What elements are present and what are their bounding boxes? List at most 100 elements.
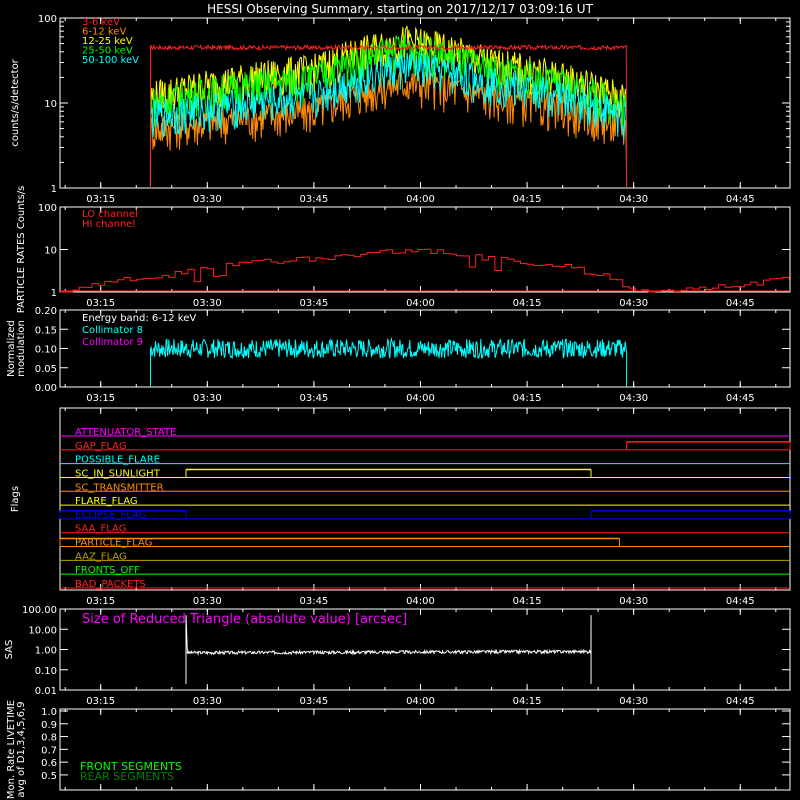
flag-label: POSSIBLE_FLARE	[75, 455, 160, 466]
flag-label: AAZ_FLAG	[75, 551, 127, 562]
sas-annotation: Size of Reduced Triangle (absolute value…	[82, 612, 407, 627]
flag-label: BAD_PACKETS	[75, 579, 146, 590]
y-tick-label: 1.0	[41, 707, 57, 718]
energy-band-label: Energy band: 6-12 keV	[82, 313, 196, 324]
x-tick-label: 04:00	[406, 194, 435, 205]
legend-entry: Collimator 9	[82, 337, 143, 348]
x-tick-label: 04:15	[513, 696, 542, 707]
x-tick-label: 03:15	[86, 194, 115, 205]
y-axis-label: Flags	[10, 486, 21, 512]
x-tick-label: 04:00	[406, 298, 435, 309]
y-tick-label: 100	[38, 203, 57, 214]
x-tick-label: 04:15	[513, 596, 542, 607]
y-tick-label: 1.00	[35, 646, 57, 657]
y-tick-label: 0.6	[41, 758, 57, 769]
y-tick-label: 10.00	[28, 625, 57, 636]
x-tick-label: 03:15	[86, 298, 115, 309]
x-tick-label: 03:15	[86, 596, 115, 607]
flag-label: SAA_FLAG	[75, 524, 126, 535]
y-axis-label-line: modulation	[16, 320, 27, 377]
panel-rates: 03:15 03:30 03:45 04:00 04:15 04:30 04:45 100 10…	[10, 14, 791, 205]
x-tick-label: 03:45	[299, 596, 328, 607]
series-line-3-6-kev	[149, 43, 628, 189]
y-tick-label: 0.05	[35, 364, 57, 375]
x-tick-label: 04:30	[619, 596, 648, 607]
x-tick-label: 04:45	[726, 194, 755, 205]
y-tick-label: 0.00	[35, 383, 57, 394]
y-tick-label: 0.01	[35, 686, 57, 697]
y-axis-label-line: Normalized	[6, 320, 17, 377]
series-line-reduced-triangle	[185, 615, 592, 684]
y-axis-label: SAS	[4, 640, 15, 660]
x-tick-label: 04:45	[726, 298, 755, 309]
series-line-50-100-kev	[149, 52, 628, 189]
flag-label: ECLIPSE_FLAG	[75, 510, 146, 521]
panel-particle: 03:15 03:30 03:45 04:00 04:15 04:30 04:4510010…	[16, 186, 791, 314]
series-line-12-25-kev	[149, 25, 628, 189]
y-axis-label: Mon. Rate LIVETIMEavg of D1,3,4,5,6,9	[6, 700, 27, 799]
series-line-25-50-kev	[149, 34, 628, 189]
y-axis-label: counts/s/detector	[10, 58, 21, 146]
x-tick-label: 03:45	[299, 696, 328, 707]
panel-frame	[59, 407, 791, 591]
x-tick-label: 04:30	[619, 194, 648, 205]
x-tick-label: 03:15	[86, 393, 115, 404]
panels: 03:15 03:30 03:45 04:00 04:15 04:30 04:4510010…	[4, 14, 791, 799]
y-axis-label-line: Mon. Rate LIVETIME	[6, 700, 17, 799]
y-tick-label: 0.15	[35, 325, 57, 336]
flag-label: FLARE_FLAG	[75, 496, 138, 507]
x-tick-label: 03:30	[193, 194, 222, 205]
x-tick-label: 04:00	[406, 596, 435, 607]
y-tick-label: 0.7	[41, 745, 57, 756]
panel-monitor: 1.0 0.9 0.80.7 0.6 0.5 Mon. Rate LIVETIMEavg …	[6, 700, 791, 799]
legend-entry: 50-100 keV	[82, 55, 139, 66]
panel-modulation: 03:15 03:30 03:45 04:00 04:15 04:30 04:45 0.20 0…	[6, 306, 791, 404]
x-tick-label: 03:45	[299, 298, 328, 309]
legend-entry: FRONT SEGMENTS	[80, 760, 182, 773]
y-tick-label: 0.9	[41, 720, 57, 731]
legend-entry: 12-25 keV	[82, 36, 133, 47]
flag-label: PARTICLE_FLAG	[75, 538, 152, 549]
y-axis-label: Normalizedmodulation	[6, 320, 27, 377]
x-tick-label: 04:45	[726, 596, 755, 607]
x-tick-label: 04:45	[726, 696, 755, 707]
x-tick-label: 03:30	[193, 298, 222, 309]
y-tick-label: 100.00	[22, 605, 57, 616]
x-tick-label: 04:15	[513, 194, 542, 205]
flag-label: SC_IN_SUNLIGHT	[75, 468, 161, 479]
y-axis-label-line: avg of D1,3,4,5,6,9	[16, 701, 27, 797]
panel-sas: 03:15 03:30 03:45 04:00 04:15 04:30 04:45 100.0…	[4, 605, 791, 707]
x-tick-label: 03:15	[86, 696, 115, 707]
x-tick-label: 04:30	[619, 298, 648, 309]
x-tick-label: 03:30	[193, 696, 222, 707]
y-tick-label: 0.8	[41, 733, 57, 744]
y-tick-label: 10	[44, 246, 57, 257]
y-tick-label: 0.20	[35, 306, 57, 317]
legend-entry: REAR SEGMENTS	[80, 770, 174, 783]
legend-entry: 25-50 keV	[82, 46, 133, 57]
x-tick-label: 04:30	[619, 393, 648, 404]
y-tick-label: 1	[51, 288, 57, 299]
series-line-6-12-kev	[149, 71, 628, 189]
legend-entry: 6-12 keV	[82, 27, 126, 38]
y-tick-label: 100	[38, 14, 57, 25]
legend-entry: Collimator 8	[82, 325, 143, 336]
legend-entry: 3-6 keV	[82, 17, 120, 28]
x-tick-label: 04:45	[726, 393, 755, 404]
y-tick-label: 0.10	[35, 345, 57, 356]
x-tick-label: 04:30	[619, 696, 648, 707]
x-tick-label: 03:45	[299, 194, 328, 205]
x-tick-label: 04:00	[406, 696, 435, 707]
y-axis-label: PARTICLE RATES Counts/s	[16, 186, 27, 314]
x-tick-label: 04:15	[513, 298, 542, 309]
y-tick-label: 10	[44, 99, 57, 110]
series-line-lo-channel	[60, 248, 790, 293]
legend-entry: HI channel	[82, 219, 135, 230]
flag-label: FRONTS_OFF	[75, 565, 140, 576]
x-tick-label: 04:00	[406, 393, 435, 404]
panel-flags: 03:15 03:30 03:45 04:00 04:15 04:30 04:45 Flags…	[10, 407, 791, 607]
flag-label: GAP_FLAG	[75, 441, 127, 452]
y-tick-label: 1	[51, 184, 57, 195]
x-tick-label: 03:30	[193, 393, 222, 404]
